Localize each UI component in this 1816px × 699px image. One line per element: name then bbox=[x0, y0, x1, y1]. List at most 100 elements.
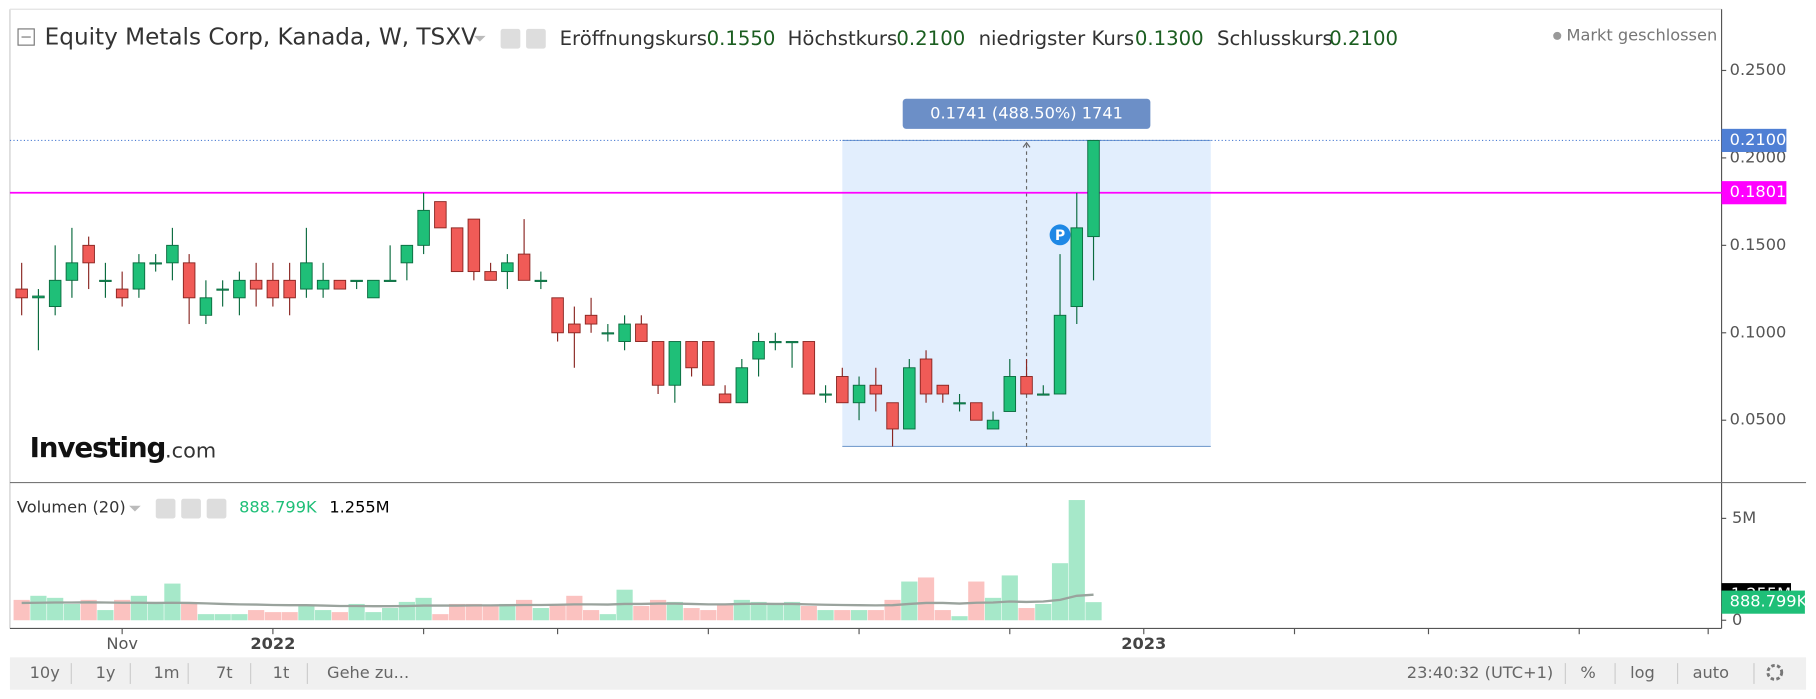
volume-bar bbox=[1085, 602, 1102, 621]
range-button[interactable]: 1y bbox=[96, 663, 116, 682]
volume-bar bbox=[716, 603, 734, 621]
title-dropdown[interactable] bbox=[474, 35, 486, 42]
candle-body bbox=[434, 201, 447, 229]
close-label: Schlusskurs bbox=[1217, 27, 1333, 50]
volume-bar bbox=[666, 601, 683, 621]
volume-bar bbox=[114, 599, 131, 621]
volume-dropdown[interactable] bbox=[129, 505, 141, 512]
candle-body bbox=[534, 279, 548, 282]
volume-bar bbox=[750, 601, 767, 621]
candle-body bbox=[350, 279, 363, 282]
volume-remove[interactable] bbox=[206, 498, 227, 519]
volume-bar bbox=[917, 577, 935, 621]
volume-bar bbox=[700, 610, 717, 621]
clock: 23:40:32 (UTC+1) bbox=[1407, 663, 1553, 682]
candle-body bbox=[266, 279, 280, 299]
collapse-button[interactable] bbox=[17, 28, 35, 46]
volume-bar bbox=[30, 595, 47, 621]
visibility-button[interactable] bbox=[500, 28, 521, 49]
candle-body bbox=[584, 314, 598, 325]
volume-settings[interactable] bbox=[181, 498, 201, 519]
range-button[interactable]: 10y bbox=[30, 663, 61, 682]
volume-bar bbox=[197, 614, 214, 621]
option-button[interactable]: log bbox=[1630, 663, 1655, 682]
volume-tick-label: 0 bbox=[1732, 610, 1742, 629]
candle-body bbox=[769, 341, 782, 344]
measure-label: 0.1741 (488.50%) 1741 bbox=[930, 103, 1123, 122]
candle-body bbox=[501, 262, 514, 273]
candle-body bbox=[551, 297, 564, 334]
volume-bar bbox=[482, 605, 499, 621]
candle-body bbox=[82, 244, 95, 264]
volume-bar bbox=[181, 603, 198, 621]
candle-body bbox=[1020, 376, 1033, 395]
candle-body bbox=[216, 288, 229, 291]
candle-body bbox=[1037, 393, 1050, 396]
candle-body bbox=[702, 341, 715, 386]
volume-bar bbox=[549, 603, 566, 621]
range-button[interactable]: 1t bbox=[273, 663, 290, 682]
candle-body bbox=[450, 227, 464, 273]
goto-button[interactable]: Gehe zu... bbox=[327, 663, 409, 682]
y-tick-label: 0.1000 bbox=[1730, 322, 1787, 341]
candle-body bbox=[417, 209, 430, 246]
option-button[interactable]: % bbox=[1580, 663, 1595, 682]
y-tick-label: 0.0500 bbox=[1730, 410, 1787, 429]
volume-bar bbox=[582, 610, 600, 621]
candle-body bbox=[953, 402, 966, 405]
volume-ma-line bbox=[21, 593, 1094, 608]
range-button[interactable]: 1m bbox=[153, 663, 179, 682]
candle-body bbox=[149, 262, 162, 265]
candle-body bbox=[718, 393, 732, 404]
volume-bar bbox=[499, 603, 516, 621]
candle-body bbox=[65, 262, 79, 281]
x-tick-label: 2022 bbox=[250, 634, 295, 653]
volume-bar bbox=[465, 603, 482, 621]
volume-bar bbox=[398, 601, 415, 621]
volume-bar bbox=[649, 599, 667, 621]
candle-body bbox=[316, 279, 330, 290]
volume-bar bbox=[80, 599, 97, 621]
settings-button[interactable] bbox=[526, 28, 546, 49]
volume-bar bbox=[147, 603, 164, 621]
open-value: 0.1550 bbox=[707, 27, 776, 50]
x-tick-label: Nov bbox=[106, 634, 138, 653]
volume-bar bbox=[516, 599, 533, 621]
volume-bar bbox=[884, 599, 901, 621]
volume-bar bbox=[633, 605, 650, 621]
plot: 0.1741 (488.50%) 1741 bbox=[9, 98, 1722, 621]
volume-bar bbox=[532, 608, 549, 621]
y-tick-label: 0.2000 bbox=[1730, 147, 1787, 166]
settings-gear[interactable] bbox=[1766, 663, 1784, 681]
status-dot bbox=[1553, 31, 1562, 40]
candle-body bbox=[1070, 227, 1084, 308]
range-button[interactable]: 7t bbox=[216, 663, 233, 682]
candle-body bbox=[517, 253, 531, 281]
candle-body bbox=[199, 297, 213, 316]
volume-bar bbox=[449, 603, 466, 621]
candle-body bbox=[32, 295, 45, 299]
volume-tag bbox=[1721, 590, 1805, 614]
volume-bar bbox=[1035, 603, 1052, 621]
candle-body bbox=[886, 402, 899, 430]
high-value: 0.2100 bbox=[896, 27, 965, 50]
candle-body bbox=[1003, 376, 1017, 412]
candle-body bbox=[852, 384, 866, 404]
option-button[interactable]: auto bbox=[1693, 663, 1730, 682]
candle-body bbox=[233, 279, 246, 299]
candle-body bbox=[467, 218, 481, 273]
event-marker bbox=[1049, 224, 1071, 246]
candle-body bbox=[367, 279, 380, 299]
volume-bar bbox=[901, 581, 918, 621]
volume-bar bbox=[1001, 575, 1018, 621]
volume-visibility[interactable] bbox=[155, 498, 176, 519]
volume-bar bbox=[934, 610, 951, 621]
volume-legend-label: Volumen (20) bbox=[17, 498, 126, 517]
candle-body bbox=[836, 376, 849, 404]
y-tick-label: 0.2500 bbox=[1730, 60, 1787, 79]
candle-body bbox=[15, 288, 28, 299]
measure-label-box bbox=[902, 98, 1151, 129]
candle-body bbox=[919, 358, 933, 395]
volume-bar bbox=[1068, 500, 1085, 621]
